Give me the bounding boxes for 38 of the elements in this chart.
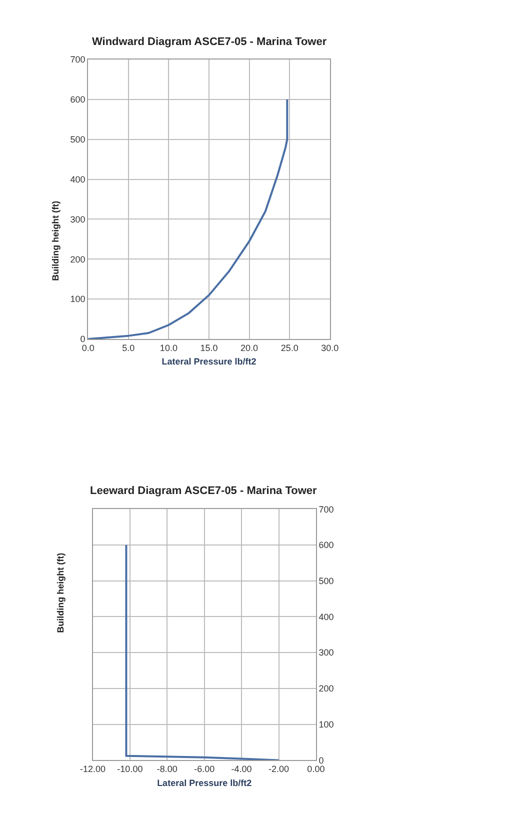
x-tick-label: -8.00 — [156, 764, 178, 774]
y-tick-label: 500 — [70, 134, 86, 145]
y-tick-label: 300 — [70, 214, 86, 224]
y-tick-label: 500 — [318, 576, 334, 586]
line-series — [125, 544, 280, 760]
chart-title: Leeward Diagram ASCE7-05 - Marina Tower — [90, 485, 318, 497]
x-tick-label: -10.00 — [117, 764, 143, 774]
x-tick-label: 10.0 — [160, 342, 178, 353]
y-tick-label: 700 — [318, 504, 334, 514]
x-tick-label: 5.0 — [122, 342, 135, 353]
line-series — [88, 98, 288, 339]
y-tick-label: 0 — [80, 334, 86, 344]
x-tick-label: -2.00 — [268, 764, 290, 774]
x-tick-label: 20.0 — [240, 342, 258, 353]
y-tick-label: 100 — [70, 294, 86, 304]
y-tick-label: 600 — [318, 540, 334, 550]
chart-title: Windward Diagram ASCE7-05 - Marina Tower — [92, 36, 328, 48]
x-tick-label: 0.00 — [307, 764, 325, 774]
y-tick-label: 600 — [70, 94, 86, 105]
y-tick-label: 300 — [318, 648, 334, 658]
y-tick-label: 400 — [318, 612, 334, 622]
y-tick-label: 100 — [318, 719, 334, 730]
x-tick-label: -12.00 — [80, 764, 106, 774]
y-tick-label: 200 — [70, 254, 86, 264]
x-tick-label: 15.0 — [200, 342, 218, 353]
y-axis-title: Building height (ft) — [56, 552, 66, 633]
x-tick-label: -4.00 — [231, 764, 252, 774]
y-axis-title: Building height (ft) — [50, 200, 60, 281]
x-axis-title: Lateral Pressure lb/ft2 — [162, 356, 256, 367]
x-tick-label: 25.0 — [280, 342, 298, 353]
x-tick-label: 0.0 — [82, 342, 94, 353]
y-tick-label: 0 — [318, 755, 324, 766]
y-tick-label: 200 — [318, 684, 334, 694]
x-axis-title: Lateral Pressure lb/ft2 — [157, 778, 252, 788]
x-tick-label: -6.00 — [194, 764, 215, 774]
y-tick-label: 700 — [70, 54, 86, 65]
y-tick-label: 400 — [70, 174, 86, 184]
x-tick-label: 30.0 — [321, 342, 339, 353]
